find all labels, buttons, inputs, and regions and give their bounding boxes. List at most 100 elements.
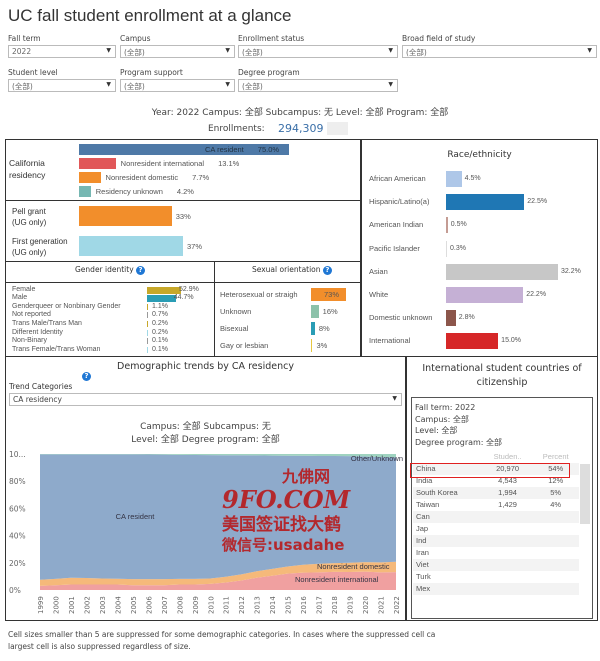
- table-row[interactable]: Jap: [413, 523, 579, 535]
- orientation-value: 16%: [322, 307, 338, 316]
- residency-bar[interactable]: [79, 172, 101, 183]
- table-row[interactable]: China 20,970 54%: [413, 463, 579, 475]
- y-tick-label: 40%: [9, 532, 26, 541]
- race-bar[interactable]: [446, 263, 558, 280]
- residency-label: CA resident: [205, 145, 244, 154]
- race-title: Race/ethnicity: [447, 150, 512, 160]
- students-cell: [483, 571, 533, 583]
- support-value: 33%: [175, 212, 191, 221]
- gender-label: Non-Binary: [12, 337, 48, 345]
- residency-label: Residency unknown: [95, 187, 163, 196]
- filter-value: 2022: [12, 47, 32, 56]
- footnote-line: Cell sizes smaller than 5 are suppressed…: [8, 630, 436, 639]
- watermark-logo: 9FO.COM: [222, 485, 351, 514]
- x-tick-label: 2006: [145, 596, 153, 614]
- area-series-nonresident-international: [40, 571, 396, 590]
- race-value: 0.3%: [450, 244, 466, 252]
- support-bar[interactable]: [79, 236, 183, 256]
- gender-bar[interactable]: [147, 286, 181, 294]
- race-label: Hispanic/Latino(a): [369, 197, 430, 207]
- help-icon[interactable]: ?: [322, 266, 332, 275]
- residency-bar[interactable]: [79, 186, 91, 197]
- race-label: American Indian: [369, 220, 424, 230]
- col-header-students[interactable]: Studen..: [493, 452, 522, 461]
- filter-label: Enrollment status: [238, 34, 305, 43]
- orientation-label: Unknown: [220, 307, 252, 316]
- table-row[interactable]: Viet: [413, 559, 579, 571]
- scrollbar[interactable]: [580, 464, 590, 524]
- students-cell: [483, 559, 533, 571]
- gender-bar[interactable]: [147, 295, 176, 303]
- percent-cell: [532, 559, 579, 571]
- residency-value: 7.7%: [192, 173, 210, 182]
- orientation-bar[interactable]: [311, 288, 346, 301]
- gender-bar[interactable]: [147, 303, 148, 310]
- table-row[interactable]: Can: [413, 511, 579, 523]
- residency-row: Nonresident domestic 7.7%: [106, 172, 210, 183]
- race-bar[interactable]: [446, 194, 525, 211]
- filter-dropdown[interactable]: (全部) ▼: [238, 79, 398, 92]
- y-tick-label: 20%: [9, 559, 26, 568]
- table-row[interactable]: Mex: [413, 583, 579, 595]
- filter-label: Student level: [8, 68, 58, 77]
- race-bar[interactable]: [446, 287, 524, 303]
- trends-subtitle-1: Campus: 全部 Subcampus: 无: [140, 422, 271, 432]
- gender-bar[interactable]: [147, 338, 148, 345]
- orientation-bar[interactable]: [311, 339, 313, 352]
- x-tick-label: 2011: [223, 596, 231, 614]
- help-icon[interactable]: ?: [82, 371, 91, 381]
- filter-value: (全部): [242, 82, 263, 91]
- gender-value: 0.7%: [152, 311, 168, 319]
- residency-bar[interactable]: [79, 158, 116, 169]
- filter-dropdown[interactable]: (全部) ▼: [238, 45, 398, 58]
- col-header-percent[interactable]: Percent: [542, 452, 569, 461]
- support-bar[interactable]: [79, 206, 172, 226]
- race-bar[interactable]: [446, 171, 462, 187]
- filter-dropdown[interactable]: 2022 ▼: [8, 45, 116, 58]
- filter-dropdown[interactable]: (全部) ▼: [120, 45, 235, 58]
- residency-bar[interactable]: [79, 144, 289, 155]
- intl-table-frame: Fall term: 2022 Campus: 全部 Level: 全部 Degree…: [411, 397, 593, 619]
- trend-categories-dropdown[interactable]: CA residency ▼: [9, 393, 402, 406]
- race-bar[interactable]: [446, 310, 456, 327]
- students-cell: [483, 523, 533, 535]
- filter-dropdown[interactable]: (全部) ▼: [8, 79, 116, 92]
- country-cell: Turk: [416, 572, 431, 581]
- race-bar[interactable]: [446, 333, 499, 350]
- intl-meta-line: Level: 全部: [415, 426, 458, 435]
- gender-value: 0.2%: [152, 319, 168, 327]
- orientation-bar[interactable]: [311, 305, 319, 318]
- chevron-down-icon: ▼: [106, 81, 111, 88]
- table-row[interactable]: India 4,543 12%: [413, 475, 579, 487]
- residency-label: Nonresident international: [120, 159, 205, 168]
- table-row[interactable]: Iran: [413, 547, 579, 559]
- race-bar[interactable]: [446, 240, 448, 257]
- gender-label: Trans Female/Trans Woman: [12, 345, 101, 353]
- race-label: International: [369, 336, 411, 346]
- gender-bar[interactable]: [147, 329, 148, 336]
- chevron-down-icon: ▼: [587, 47, 592, 54]
- x-tick-label: 2020: [362, 596, 370, 614]
- gender-bar[interactable]: [147, 312, 148, 319]
- race-bar[interactable]: [446, 217, 448, 234]
- intl-table: Studen.. Percent China 20,970 54% India 4,543…: [413, 451, 579, 595]
- residency-row: CA resident 75.0%: [205, 144, 279, 155]
- table-row[interactable]: Taiwan 1,429 4%: [413, 499, 579, 511]
- highlight-box: [410, 463, 570, 478]
- table-row[interactable]: South Korea 1,994 5%: [413, 487, 579, 499]
- table-row[interactable]: Turk: [413, 571, 579, 583]
- enrollments-label: Enrollments:: [208, 124, 265, 134]
- gender-bar[interactable]: [147, 346, 148, 353]
- percent-cell: 12%: [548, 476, 564, 485]
- table-row[interactable]: Ind: [413, 535, 579, 547]
- country-cell: Mex: [416, 584, 431, 593]
- filter-dropdown[interactable]: (全部) ▼: [120, 79, 235, 92]
- divider: [214, 261, 215, 356]
- help-icon[interactable]: ?: [136, 266, 146, 275]
- gender-bar[interactable]: [147, 320, 148, 327]
- residency-label: Nonresident domestic: [105, 173, 179, 182]
- gender-label: Male: [12, 294, 28, 302]
- orientation-bar[interactable]: [311, 322, 315, 335]
- x-tick-label: 2008: [176, 596, 184, 614]
- filter-dropdown[interactable]: (全部) ▼: [402, 45, 597, 58]
